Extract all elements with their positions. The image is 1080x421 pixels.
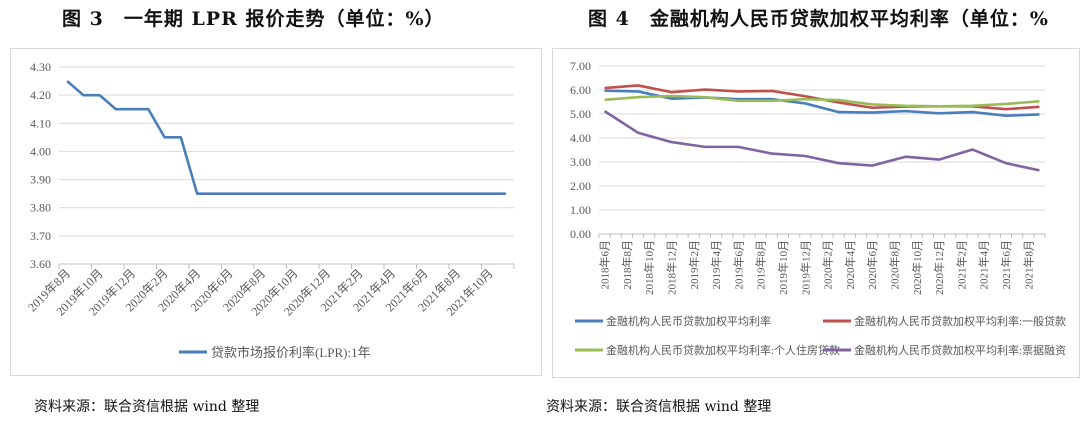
y-tick-label: 1.00 (570, 203, 591, 217)
figure-4-title: 图 4 金融机构人民币贷款加权平均利率（单位：% (588, 8, 1049, 30)
y-tick-label: 4.10 (30, 116, 51, 130)
x-tick-label: 2019年4月 (709, 240, 723, 290)
lpr-chart: 3.603.703.803.904.004.104.204.302019年8月2… (25, 60, 515, 360)
y-tick-label: 3.60 (30, 257, 51, 271)
x-tick-label: 2018年8月 (620, 240, 634, 290)
y-tick-label: 2.00 (570, 179, 591, 193)
x-tick-label: 2019年8月 (754, 240, 768, 290)
x-tick-label: 2021年4月 (977, 240, 991, 290)
x-tick-label: 2018年12月 (664, 240, 678, 295)
x-tick-label: 2020年4月 (843, 240, 857, 290)
series-line-lpr (66, 80, 506, 195)
figure-4-source: 资料来源：联合资信根据 wind 整理 (546, 399, 772, 415)
x-tick-label: 2020年2月 (821, 240, 835, 290)
figure-3-title: 图 3 一年期 LPR 报价走势（单位：%） (62, 8, 445, 30)
y-tick-label: 3.90 (30, 173, 51, 187)
legend-label: 金融机构人民币贷款加权平均利率:票据融资 (854, 343, 1066, 357)
loan-rate-chart-panel: 0.00 1.00 2.00 3.00 4.00 5.00 6.00 7.00 2018年6月 2… (552, 48, 1080, 378)
x-tick-label: 2019年10月 (776, 240, 790, 295)
y-tick-label: 4.00 (30, 144, 51, 158)
x-tick-label: 2019年6月 (731, 240, 745, 290)
legend-label: 金融机构人民币贷款加权平均利率 (606, 314, 771, 328)
x-tick-label: 2018年10月 (642, 240, 656, 295)
x-tick-label: 2020年12月 (932, 240, 946, 295)
x-tick-label: 2020年8月 (887, 240, 901, 290)
y-tick-label: 3.80 (30, 201, 51, 215)
y-tick-label: 5.00 (570, 107, 591, 121)
x-tick-label: 2019年12月 (798, 240, 812, 295)
figure-3-source: 资料来源：联合资信根据 wind 整理 (34, 399, 260, 415)
legend-label: 金融机构人民币贷款加权平均利率:一般贷款 (854, 314, 1066, 328)
y-tick-label: 4.30 (30, 60, 51, 74)
x-tick-label: 2020年6月 (865, 240, 879, 290)
x-tick-label: 2019年2月 (687, 240, 701, 290)
series-line-3 (603, 110, 1040, 172)
x-tick-label: 2018年6月 (598, 240, 612, 290)
lpr-chart-panel: 3.60 3.70 3.80 3.90 4.00 4.10 4.20 4.30 2019年8月 2… (10, 48, 542, 376)
legend-label: 贷款市场报价利率(LPR):1年 (211, 345, 371, 360)
series-line-2 (604, 94, 1040, 108)
loan-rate-chart: 0.00 1.00 2.00 3.00 4.00 5.00 6.00 7.00 2018年6月 2… (570, 59, 1066, 357)
y-tick-label: 4.00 (570, 131, 591, 145)
y-tick-label: 6.00 (570, 83, 591, 97)
x-tick-label: 2021年2月 (954, 240, 968, 290)
x-tick-label: 2020年10月 (910, 240, 924, 295)
x-tick-label: 2021年8月 (1021, 240, 1035, 290)
y-tick-label: 7.00 (570, 59, 591, 73)
y-tick-label: 4.20 (30, 88, 51, 102)
series-line-0 (604, 89, 1040, 117)
y-tick-label: 0.00 (570, 227, 591, 241)
y-tick-label: 3.00 (570, 155, 591, 169)
y-tick-label: 3.70 (30, 229, 51, 243)
x-tick-label: 2021年6月 (999, 240, 1013, 290)
legend-label: 金融机构人民币贷款加权平均利率:个人住房贷款 (606, 343, 840, 357)
